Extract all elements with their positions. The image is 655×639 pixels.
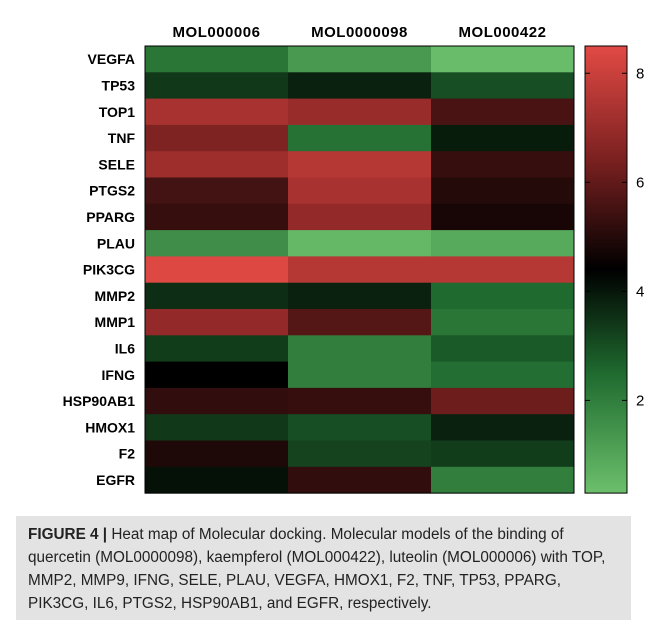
- row-label: TNF: [108, 130, 136, 146]
- row-label: TOP1: [99, 104, 136, 120]
- heatmap-cell: [145, 440, 289, 468]
- heatmap-cell: [145, 72, 289, 100]
- heatmap-cell: [288, 124, 432, 152]
- heatmap-cell: [145, 335, 289, 363]
- colorbar-tick-label: 8: [636, 65, 644, 82]
- column-label: MOL000006: [173, 24, 261, 41]
- heatmap-cell: [288, 177, 432, 205]
- colorbar: [584, 45, 628, 494]
- heatmap-cell: [431, 387, 575, 415]
- heatmap-cells: [145, 46, 575, 494]
- colorbar-tick-label: 6: [636, 174, 644, 191]
- row-label: VEGFA: [88, 51, 135, 67]
- heatmap-cell: [145, 256, 289, 284]
- row-label: HSP90AB1: [63, 393, 136, 409]
- heatmap-cell: [431, 124, 575, 152]
- heatmap-cell: [288, 72, 432, 100]
- row-label: PPARG: [86, 209, 135, 225]
- heatmap-cell: [431, 282, 575, 310]
- row-label: SELE: [98, 156, 135, 172]
- heatmap-cell: [145, 151, 289, 178]
- heatmap-cell: [145, 309, 289, 336]
- row-label: IFNG: [102, 367, 136, 383]
- figure-caption: FIGURE 4 | Heat map of Molecular docking…: [16, 516, 631, 620]
- row-label: TP53: [102, 77, 136, 93]
- row-label: F2: [119, 446, 136, 462]
- caption-text: Heat map of Molecular docking. Molecular…: [28, 526, 606, 612]
- heatmap-cell: [145, 414, 289, 441]
- heatmap-cell: [145, 124, 289, 152]
- heatmap-cell: [431, 230, 575, 257]
- row-label: IL6: [115, 340, 135, 356]
- heatmap-cell: [431, 98, 575, 126]
- heatmap-cell: [145, 361, 289, 389]
- heatmap-cell: [288, 46, 432, 73]
- heatmap-cell: [431, 177, 575, 205]
- heatmap-chart: MOL000006 MOL0000098 MOL000422 VEGFA TP53 TO…: [63, 24, 644, 494]
- heatmap-cell: [431, 335, 575, 363]
- row-label: MMP1: [95, 314, 136, 330]
- heatmap-cell: [288, 151, 432, 178]
- heatmap-cell: [288, 256, 432, 284]
- heatmap-cell: [288, 361, 432, 389]
- column-label: MOL000422: [459, 24, 547, 41]
- heatmap-cell: [145, 282, 289, 310]
- row-label: HMOX1: [85, 419, 135, 435]
- heatmap-cell: [288, 466, 432, 494]
- row-label: PIK3CG: [83, 262, 135, 278]
- heatmap-cell: [288, 335, 432, 363]
- heatmap-cell: [431, 361, 575, 389]
- heatmap-cell: [431, 256, 575, 284]
- heatmap-cell: [431, 466, 575, 494]
- heatmap-cell: [145, 98, 289, 126]
- heatmap-cell: [431, 309, 575, 336]
- column-label: MOL0000098: [311, 24, 408, 41]
- heatmap-cell: [145, 177, 289, 205]
- heatmap-cell: [288, 309, 432, 336]
- colorbar-tick-label: 4: [636, 283, 644, 300]
- heatmap-cell: [288, 98, 432, 126]
- heatmap-cell: [288, 414, 432, 441]
- heatmap-cell: [431, 46, 575, 73]
- heatmap-cell: [431, 414, 575, 441]
- row-label: PLAU: [97, 235, 135, 251]
- heatmap-cell: [145, 230, 289, 257]
- heatmap-cell: [288, 282, 432, 310]
- heatmap-cell: [288, 203, 432, 231]
- heatmap-cell: [145, 466, 289, 494]
- heatmap-cell: [288, 440, 432, 468]
- colorbar-ticks: 2 4 6 8: [585, 65, 644, 409]
- heatmap-cell: [431, 440, 575, 468]
- row-label: EGFR: [96, 472, 135, 488]
- row-label: PTGS2: [89, 183, 135, 199]
- heatmap-cell: [145, 387, 289, 415]
- heatmap-cell: [288, 387, 432, 415]
- column-labels: MOL000006 MOL0000098 MOL000422: [173, 24, 547, 41]
- row-labels: VEGFA TP53 TOP1 TNF SELE PTGS2 PPARG PLAU PIK3CG…: [63, 51, 136, 488]
- caption-label: FIGURE 4 |: [28, 526, 108, 543]
- plot-border: [144, 45, 575, 494]
- heatmap-cell: [431, 203, 575, 231]
- heatmap-cell: [145, 203, 289, 231]
- heatmap-cell: [288, 230, 432, 257]
- heatmap-cell: [145, 46, 289, 73]
- heatmap-cell: [431, 72, 575, 100]
- heatmap-cell: [431, 151, 575, 178]
- row-label: MMP2: [95, 288, 136, 304]
- colorbar-tick-label: 2: [636, 392, 644, 409]
